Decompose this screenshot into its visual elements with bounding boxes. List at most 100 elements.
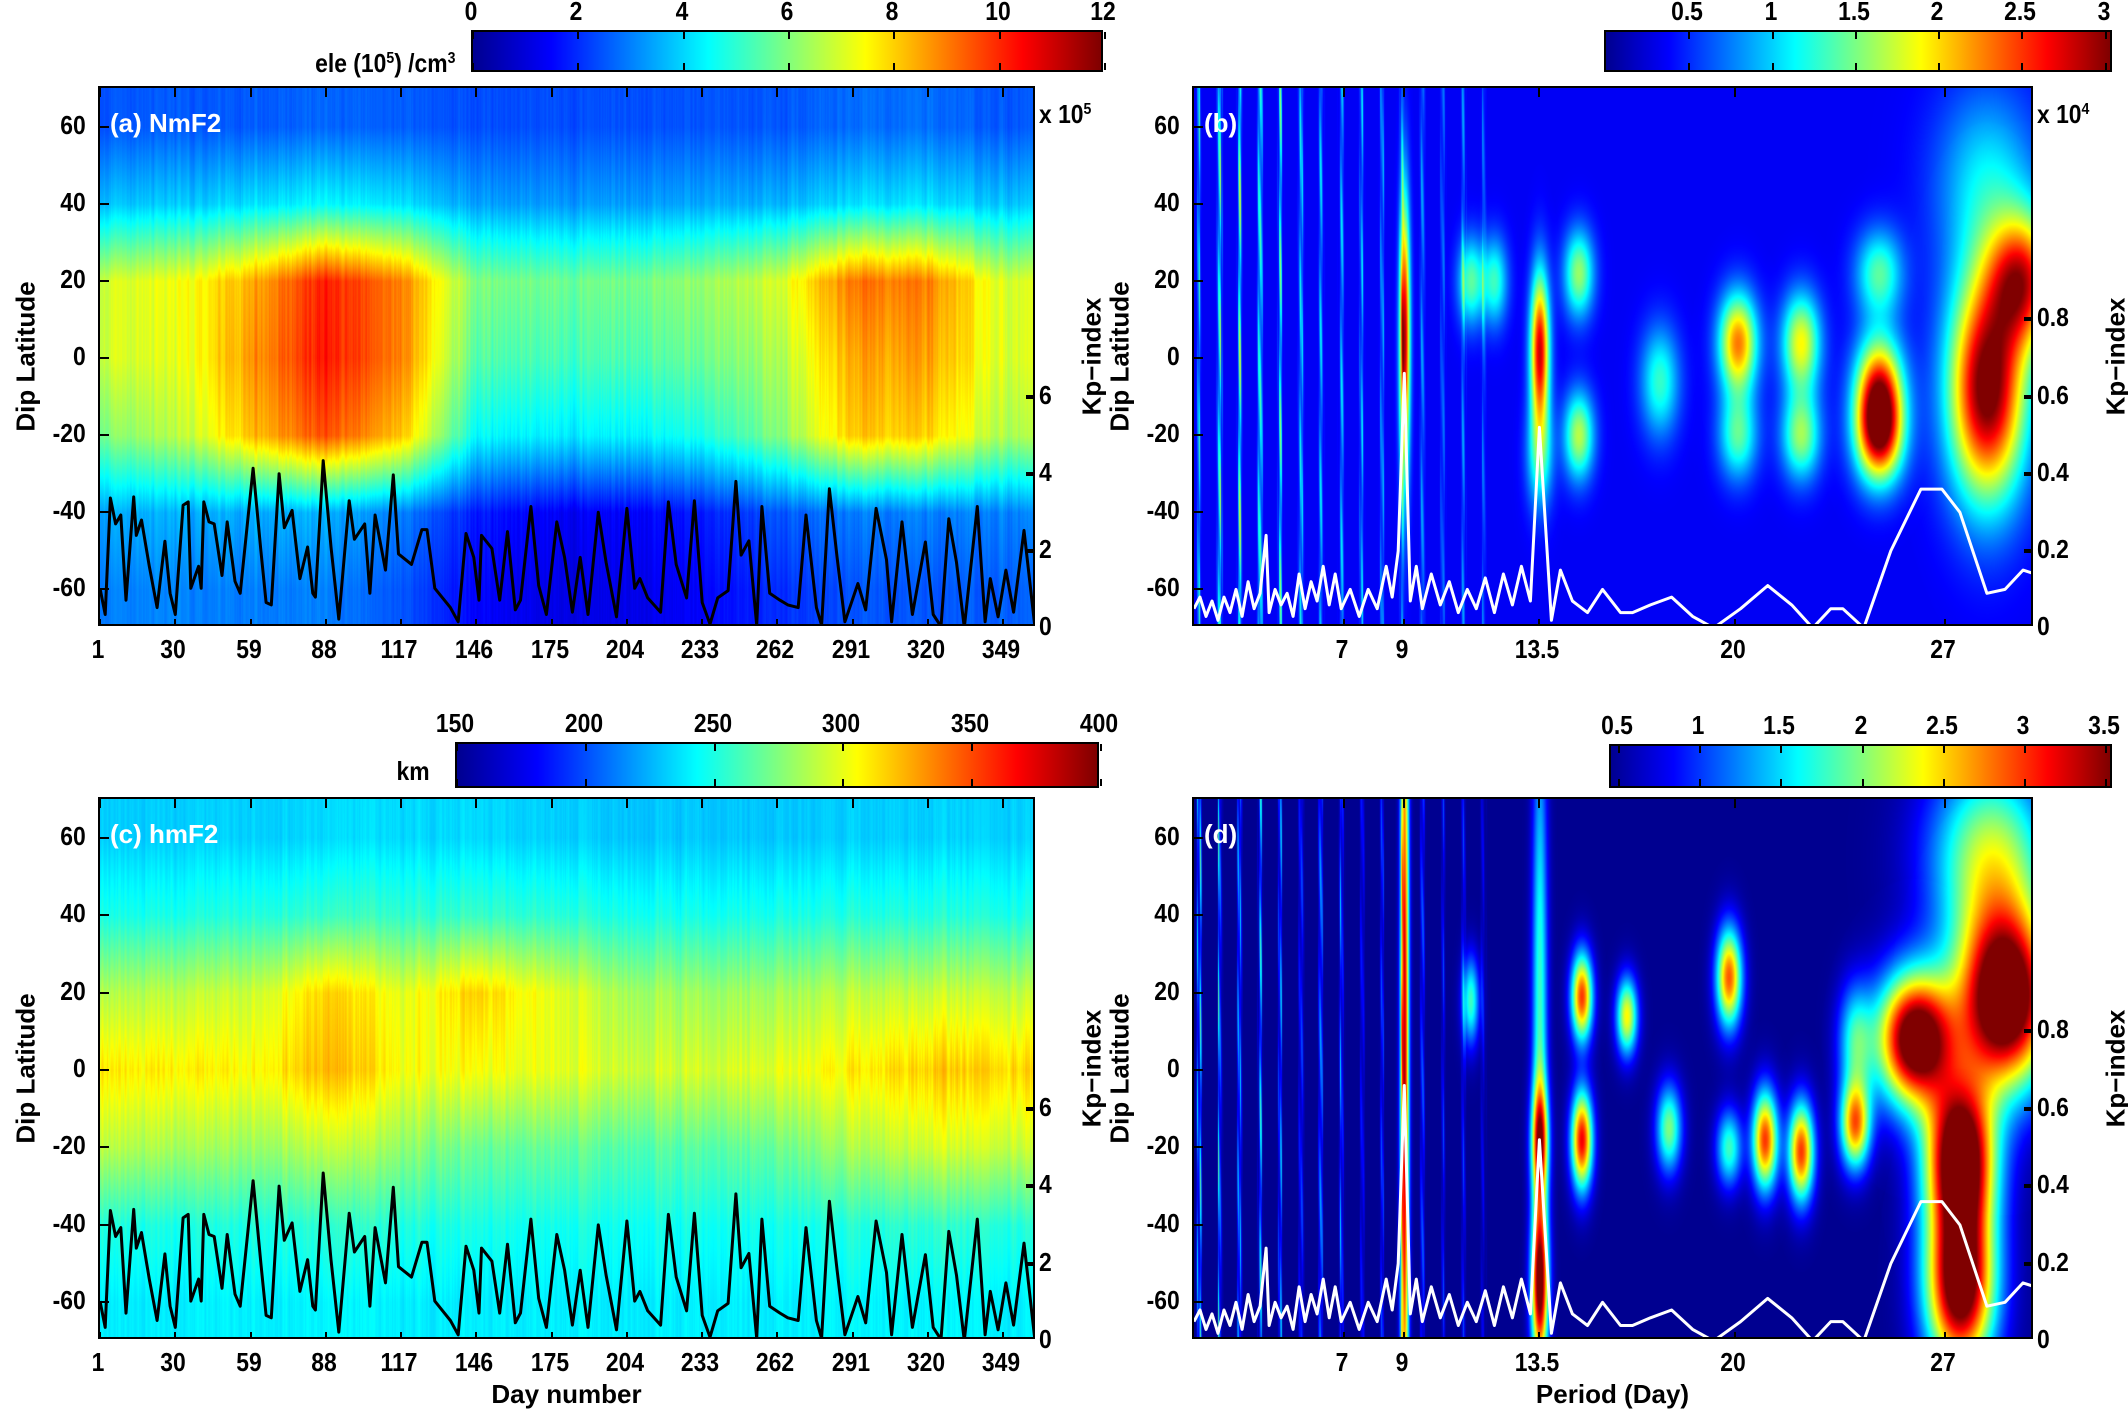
colorbar-label-part: ) /cm xyxy=(393,48,448,78)
colorbar-label-part: km xyxy=(396,756,430,786)
x-tick-bottom xyxy=(776,1332,779,1337)
x-tick-label: 349 xyxy=(982,634,1021,664)
colorbar-tick xyxy=(1104,63,1106,70)
x-tick-top xyxy=(1002,88,1005,97)
colorbar-tick xyxy=(2021,32,2024,39)
colorbar-tick-label: 400 xyxy=(1079,708,1119,738)
x-tick-top xyxy=(400,799,403,808)
colorbar-tick xyxy=(2023,779,2026,786)
colorbar-tick-label: 2 xyxy=(1854,710,1867,740)
colorbar-tick xyxy=(788,32,790,39)
x-tick-top xyxy=(324,799,327,808)
y-tick-label: -40 xyxy=(1146,1207,1180,1238)
axis-multiplier: x 104 xyxy=(2037,101,2089,127)
x-axis-label: Day number xyxy=(491,1379,642,1409)
colorbar-tick-label: 2.5 xyxy=(2004,0,2037,26)
x-tick-label: 88 xyxy=(311,1347,337,1377)
kp-tick-label: 2 xyxy=(1039,1246,1052,1277)
kp-tick-label: 0.8 xyxy=(2037,1014,2069,1045)
colorbar-tick-label: 2 xyxy=(1930,0,1944,26)
x-tick-label: 233 xyxy=(681,634,720,664)
colorbar-tick xyxy=(1854,63,1857,70)
y-tick xyxy=(1194,1223,1203,1226)
kp-tick-label: 0 xyxy=(2037,611,2050,641)
x-tick-bottom xyxy=(1943,1332,1946,1337)
x-tick-label: 20 xyxy=(1719,1347,1746,1377)
y-tick xyxy=(100,588,109,591)
colorbar-tick xyxy=(971,779,974,786)
x-tick-label: 117 xyxy=(380,1347,418,1377)
y-tick xyxy=(100,511,109,514)
colorbar-tick xyxy=(1699,779,1702,786)
x-tick-top xyxy=(926,799,929,808)
x-tick-bottom xyxy=(100,1332,101,1337)
x-tick-bottom xyxy=(776,619,779,624)
y-tick xyxy=(1194,1069,1203,1071)
colorbar-tick xyxy=(842,744,845,751)
y-tick-label: -60 xyxy=(1146,1285,1180,1316)
y-tick xyxy=(1194,357,1203,359)
colorbar-tick-label: 300 xyxy=(822,708,861,738)
colorbar-tick xyxy=(713,779,716,786)
x-tick-top xyxy=(625,799,628,808)
colorbar-tick xyxy=(998,32,1001,39)
y-tick-label: -60 xyxy=(1146,572,1180,603)
y2-tick xyxy=(1026,1261,1033,1266)
y-tick xyxy=(100,1301,109,1304)
x-tick-label: 9 xyxy=(1395,634,1409,664)
y2-tick xyxy=(1026,1184,1033,1189)
x-tick-label: 30 xyxy=(160,634,186,664)
kp-tick-label: 0.4 xyxy=(2037,456,2069,487)
x-tick-top xyxy=(174,799,177,808)
x-tick-bottom xyxy=(174,1332,177,1337)
colorbar-tick xyxy=(1104,32,1106,39)
colorbar-tick xyxy=(1938,32,1941,39)
y-tick xyxy=(100,914,109,917)
y-tick xyxy=(1194,125,1203,128)
y2-tick xyxy=(2024,1106,2031,1111)
x-tick-bottom xyxy=(400,619,403,624)
y-tick xyxy=(100,279,109,282)
x-tick-top xyxy=(1002,799,1005,808)
kp-index-line xyxy=(100,459,1033,624)
y-tick-label: 40 xyxy=(60,898,86,929)
colorbar-tick xyxy=(1688,32,1691,39)
x-tick-label: 204 xyxy=(605,634,644,664)
colorbar xyxy=(455,742,1102,788)
colorbar-tick-label: 150 xyxy=(435,708,475,738)
colorbar-tick xyxy=(1942,779,1945,786)
x-tick-bottom xyxy=(249,619,252,624)
y-tick-label: -40 xyxy=(1146,495,1180,526)
x-tick-top xyxy=(249,88,252,97)
colorbar-tick xyxy=(1618,746,1621,753)
multiplier-exponent: 4 xyxy=(2081,101,2090,118)
y2-tick xyxy=(2024,548,2031,553)
x-tick-bottom xyxy=(851,1332,854,1337)
x-tick-label: 20 xyxy=(1719,634,1746,664)
x-tick-bottom xyxy=(550,1332,553,1337)
y-tick-label: 60 xyxy=(1154,820,1180,851)
y-tick-label: 0 xyxy=(72,1053,86,1083)
y-tick xyxy=(100,202,109,205)
x-tick-bottom xyxy=(1733,1332,1736,1337)
y-axis-label: Dip Latitude xyxy=(1104,993,1135,1144)
y-axis-label: Dip Latitude xyxy=(1104,281,1135,432)
y2-tick xyxy=(1026,471,1033,476)
kp-tick-label: 0.6 xyxy=(2037,1091,2069,1122)
colorbar-tick-label: 12 xyxy=(1090,0,1116,26)
y-tick-label: 0 xyxy=(1166,341,1180,371)
axis-multiplier: x 105 xyxy=(1039,101,1091,127)
x-tick-bottom xyxy=(1943,619,1946,624)
y-tick-label: 20 xyxy=(60,263,86,294)
colorbar-tick xyxy=(2104,63,2107,70)
x-tick-label: 9 xyxy=(1395,1347,1409,1377)
colorbar-tick xyxy=(1854,32,1857,39)
colorbar-tick xyxy=(1938,63,1941,70)
y2-tick xyxy=(2024,1184,2031,1189)
y2-tick xyxy=(1026,1106,1033,1111)
x-tick-bottom xyxy=(851,619,854,624)
colorbar-tick xyxy=(472,32,474,39)
colorbar-tick xyxy=(682,63,685,70)
y-tick-label: 40 xyxy=(1154,186,1180,217)
heatmap-image xyxy=(1194,88,2031,624)
